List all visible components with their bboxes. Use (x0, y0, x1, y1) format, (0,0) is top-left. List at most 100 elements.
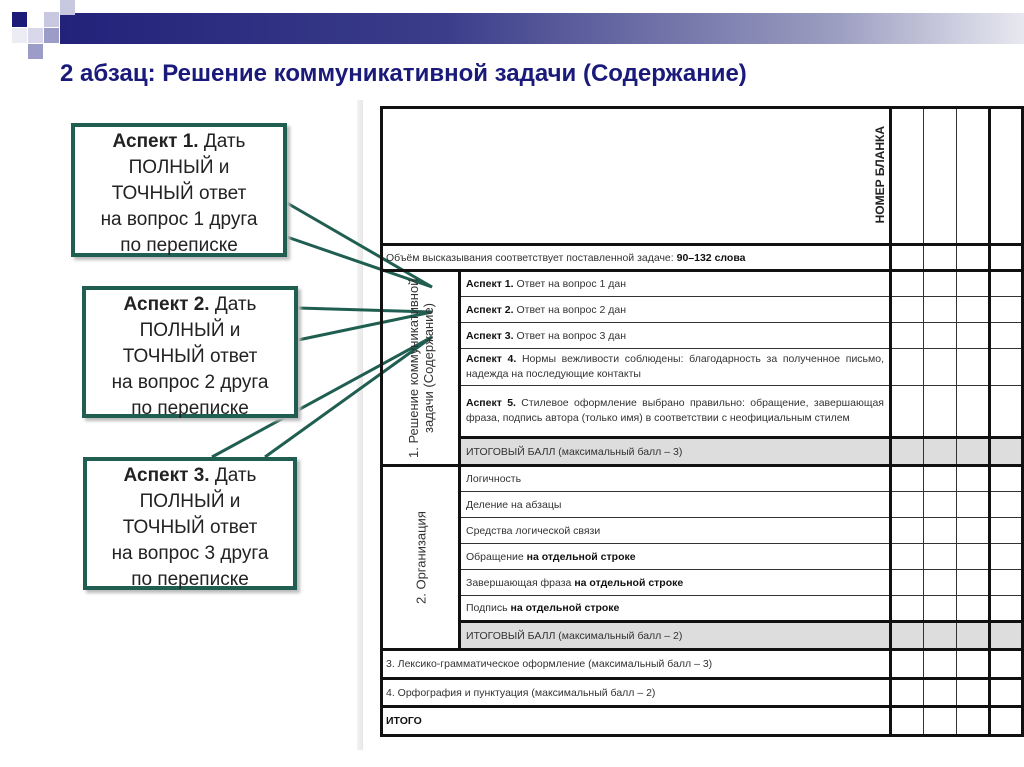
element: ПОЛНЫЙ и (128, 157, 230, 178)
table-cell: Аспект 3. Ответ на вопрос 3 дан (459, 322, 891, 349)
table-cell (923, 491, 957, 518)
table-cell (988, 296, 1023, 323)
table-cell (956, 677, 990, 707)
table-cell (889, 677, 924, 707)
table-cell (889, 436, 924, 466)
table-row-4: 4. Орфография и пунктуация (максимальный… (381, 677, 1023, 707)
element: ПОЛНЫЙ и (139, 491, 241, 512)
section-2-label: 2. Организация (381, 465, 460, 650)
table-cell (889, 517, 924, 544)
element: Завершающая фраза (466, 576, 575, 589)
table-cell (923, 517, 957, 544)
table-cell (988, 491, 1023, 518)
table-row: Аспект 5. Стилевое оформление выбрано пр… (382, 385, 1023, 438)
table-cell (889, 491, 924, 518)
table-cell: 4. Орфография и пунктуация (максимальный… (381, 677, 891, 707)
table-cell (889, 705, 924, 736)
element: Ответ на вопрос 3 дан (513, 329, 627, 342)
table-cell (988, 322, 1023, 349)
table-cell (923, 648, 957, 679)
table-cell: Средства логической связи (459, 517, 891, 544)
element: Аспект 2. (466, 303, 514, 316)
element: Аспект 5. (466, 397, 516, 409)
table-cell (988, 269, 1023, 297)
element: на отдельной строке (526, 550, 636, 563)
table-cell (923, 322, 957, 349)
table-cell (956, 436, 990, 466)
table-cell (889, 464, 924, 492)
table-cell (956, 517, 990, 544)
section-1-label: 1. Решение коммуникативной задачи (Содер… (381, 270, 460, 466)
table-row: Завершающая фраза на отдельной строке (382, 569, 1023, 596)
table-cell (988, 705, 1023, 736)
element: Аспект 2. (123, 294, 210, 315)
table-cell: Подпись на отдельной строке (459, 595, 891, 622)
table-cell (956, 705, 990, 736)
table-row: Аспект 4. Нормы вежливости соблюдены: бл… (382, 348, 1023, 386)
table-cell: Аспект 5. Стилевое оформление выбрано пр… (459, 385, 891, 438)
connector-1 (286, 201, 433, 289)
table-cell (956, 543, 990, 570)
table-row: 2. Организация Логичность (381, 464, 1023, 650)
table-cell: Аспект 2. Ответ на вопрос 2 дан (459, 296, 891, 323)
element: НОМЕР БЛАНКА Объём высказывания соответс… (381, 107, 1023, 736)
table-row-total-2: ИТОГОВЫЙ БАЛЛ (максимальный балл – 2) (381, 620, 1023, 650)
element: ТОЧНЫЙ ответ (122, 517, 258, 538)
table-cell (889, 648, 924, 679)
table-cell (988, 595, 1023, 622)
table-cell: ИТОГОВЫЙ БАЛЛ (максимальный балл – 3) (459, 436, 891, 466)
table-cell (889, 543, 924, 570)
decor-square (12, 28, 27, 43)
table-row-total-1: ИТОГОВЫЙ БАЛЛ (максимальный балл – 3) (381, 436, 1023, 466)
table-cell: Обращение на отдельной строке (459, 543, 891, 570)
element: Нормы вежливости соблюдены: благодарност… (466, 353, 885, 380)
element: на вопрос 1 друга (100, 209, 258, 230)
callout-aspect-1: Аспект 1. Дать ПОЛНЫЙ и ТОЧНЫЙ ответ на во… (71, 123, 287, 257)
element: Подпись (466, 602, 511, 614)
callout-aspect-2: Аспект 2. Дать ПОЛНЫЙ и ТОЧНЫЙ ответ на во… (82, 286, 298, 419)
decor-square (44, 12, 59, 27)
table-cell (956, 322, 990, 349)
table-cell (956, 464, 990, 492)
table-cell (889, 243, 924, 271)
table-cell (923, 243, 957, 271)
page-edge (357, 100, 363, 750)
table-cell: ИТОГО (381, 705, 891, 736)
element: 90–132 слова (676, 251, 746, 264)
table-cell: Деление на абзацы (459, 491, 891, 518)
table-cell (923, 705, 957, 736)
table-cell (923, 620, 957, 650)
table-cell (956, 296, 990, 323)
table-cell (988, 385, 1023, 438)
table-cell (988, 243, 1023, 271)
element: ПОЛНЫЙ и (139, 320, 241, 341)
table-cell: Аспект 1. Ответ на вопрос 1 дан (459, 269, 891, 297)
table-row-itogo: ИТОГО (381, 705, 1023, 736)
table-cell: НОМЕР БЛАНКА (381, 107, 891, 245)
element: по переписке (131, 569, 249, 590)
table-cell (988, 677, 1023, 707)
table-cell (988, 464, 1023, 492)
decor-square (28, 28, 43, 43)
table-cell (988, 107, 1023, 245)
table-cell (889, 569, 924, 596)
table-row-volume: Объём высказывания соответствует поставл… (381, 243, 1023, 271)
table-cell (923, 269, 957, 297)
table-cell (923, 348, 957, 386)
table-cell (956, 269, 990, 297)
table-row: Аспект 3. Ответ на вопрос 3 дан (382, 322, 1023, 349)
table-row: Средства логической связи (382, 517, 1023, 544)
table-cell (889, 296, 924, 323)
element: Аспект 4. (466, 353, 517, 365)
table-row: 1. Решение коммуникативной задачи (Содер… (381, 269, 1023, 466)
decor-square (28, 44, 43, 59)
table-cell (923, 569, 957, 596)
header-bar (60, 13, 1024, 44)
table-cell (988, 620, 1023, 650)
element: на вопрос 3 друга (111, 543, 269, 564)
table-cell (988, 348, 1023, 386)
table-cell (889, 595, 924, 622)
element: по переписке (131, 398, 249, 419)
element: на отдельной строке (510, 602, 620, 614)
element: по переписке (120, 235, 238, 256)
